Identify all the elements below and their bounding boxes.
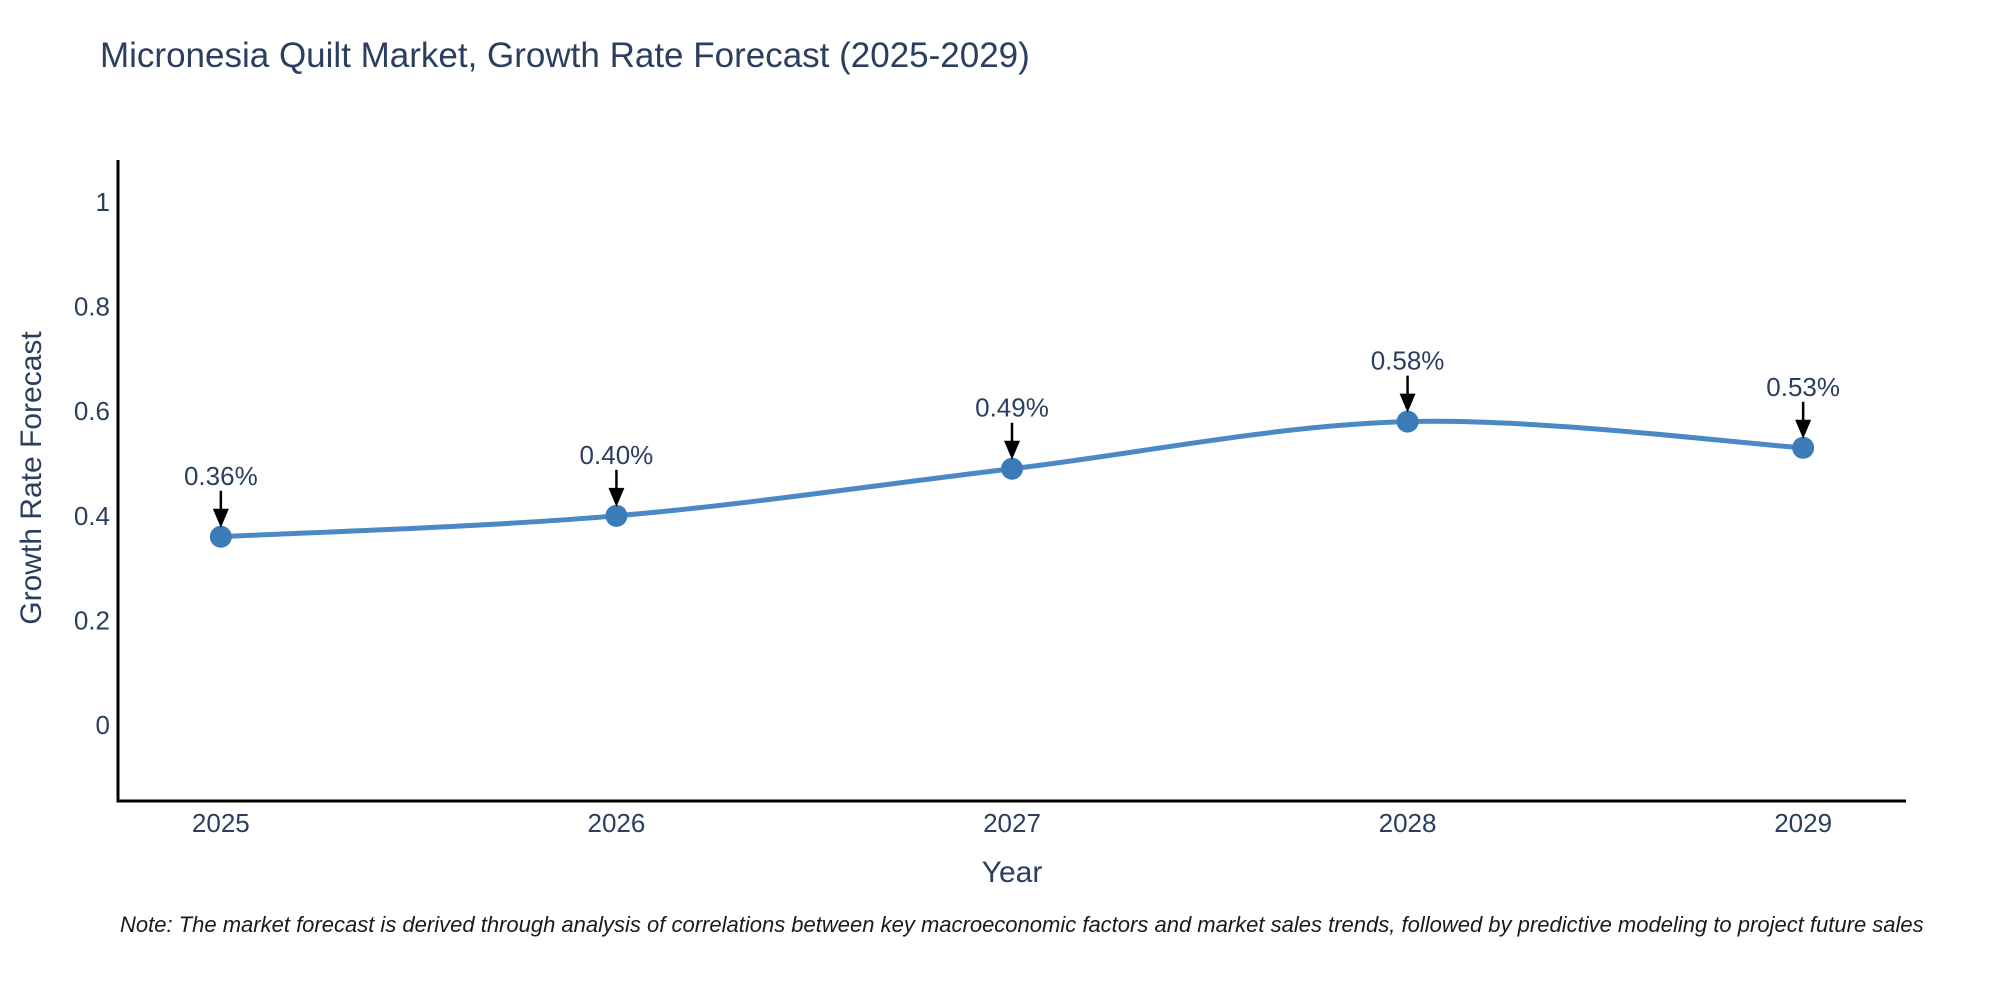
y-tick-label: 1 (96, 187, 110, 217)
data-point-marker (1792, 436, 1815, 459)
x-axis-title: Year (981, 856, 1043, 889)
y-tick-label: 0.8 (74, 292, 110, 322)
x-tick-label: 2026 (588, 808, 646, 838)
x-tick-label: 2028 (1379, 808, 1437, 838)
annotation-arrow-head (212, 508, 229, 528)
annotation-label: 0.58% (1371, 346, 1445, 376)
annotation-arrow-head (1795, 419, 1812, 439)
x-tick-label: 2025 (192, 808, 250, 838)
x-tick-label: 2029 (1774, 808, 1832, 838)
annotation-label: 0.36% (184, 461, 258, 491)
annotation-label: 0.49% (975, 393, 1049, 423)
annotation-arrow-head (608, 487, 625, 507)
annotation-label: 0.40% (580, 440, 654, 470)
y-axis-title: Growth Rate Forecast (15, 331, 48, 625)
y-tick-label: 0.2 (74, 605, 110, 635)
data-point-marker (1396, 410, 1419, 433)
annotation-arrow-head (1399, 393, 1416, 413)
y-tick-label: 0.6 (74, 396, 110, 426)
annotation-arrow-head (1004, 440, 1020, 460)
data-point-marker (605, 504, 628, 527)
data-point-marker (1001, 457, 1023, 480)
y-tick-label: 0.4 (74, 501, 110, 531)
data-point-marker (209, 525, 232, 548)
chart-title: Micronesia Quilt Market, Growth Rate For… (100, 36, 1030, 75)
footnote: Note: The market forecast is derived thr… (120, 912, 1924, 937)
x-tick-label: 2027 (983, 808, 1041, 838)
annotation-label: 0.53% (1766, 372, 1840, 402)
y-tick-label: 0 (96, 710, 110, 740)
